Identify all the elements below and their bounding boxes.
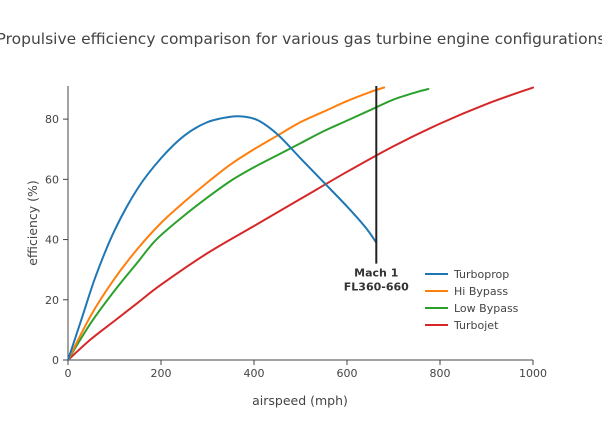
mach1-label: Mach 1 bbox=[354, 267, 398, 280]
x-tick-label: 600 bbox=[337, 367, 358, 380]
y-tick-label: 60 bbox=[45, 173, 59, 186]
series-line-hi-bypass bbox=[67, 86, 386, 361]
legend-label-hi-bypass: Hi Bypass bbox=[454, 285, 508, 298]
x-axis-title: airspeed (mph) bbox=[252, 393, 348, 408]
y-tick-label: 80 bbox=[45, 113, 59, 126]
legend-label-turboprop: Turboprop bbox=[453, 268, 509, 281]
x-tick-label: 1000 bbox=[519, 367, 547, 380]
y-ticks: 0 20 40 60 80 bbox=[45, 113, 68, 367]
y-axis-title: efficiency (%) bbox=[25, 180, 40, 266]
flight-level-label: FL360-660 bbox=[344, 281, 409, 294]
chart-title: Propulsive efficiency comparison for var… bbox=[0, 30, 602, 48]
series-line-turboprop bbox=[67, 115, 378, 361]
legend-label-low-bypass: Low Bypass bbox=[454, 302, 519, 315]
y-tick-label: 20 bbox=[45, 294, 59, 307]
x-tick-label: 400 bbox=[244, 367, 265, 380]
legend-label-turbojet: Turbojet bbox=[453, 319, 499, 332]
x-tick-label: 0 bbox=[65, 367, 72, 380]
series-line-turbojet bbox=[67, 86, 534, 361]
mach1-annotation: Mach 1 FL360-660 bbox=[344, 86, 409, 294]
x-tick-label: 200 bbox=[151, 367, 172, 380]
x-tick-label: 800 bbox=[430, 367, 451, 380]
y-tick-label: 0 bbox=[52, 354, 59, 367]
legend: Turboprop Hi Bypass Low Bypass Turbojet bbox=[425, 268, 519, 332]
x-ticks: 0 200 400 600 800 1000 bbox=[65, 360, 547, 380]
y-tick-label: 40 bbox=[45, 234, 59, 247]
